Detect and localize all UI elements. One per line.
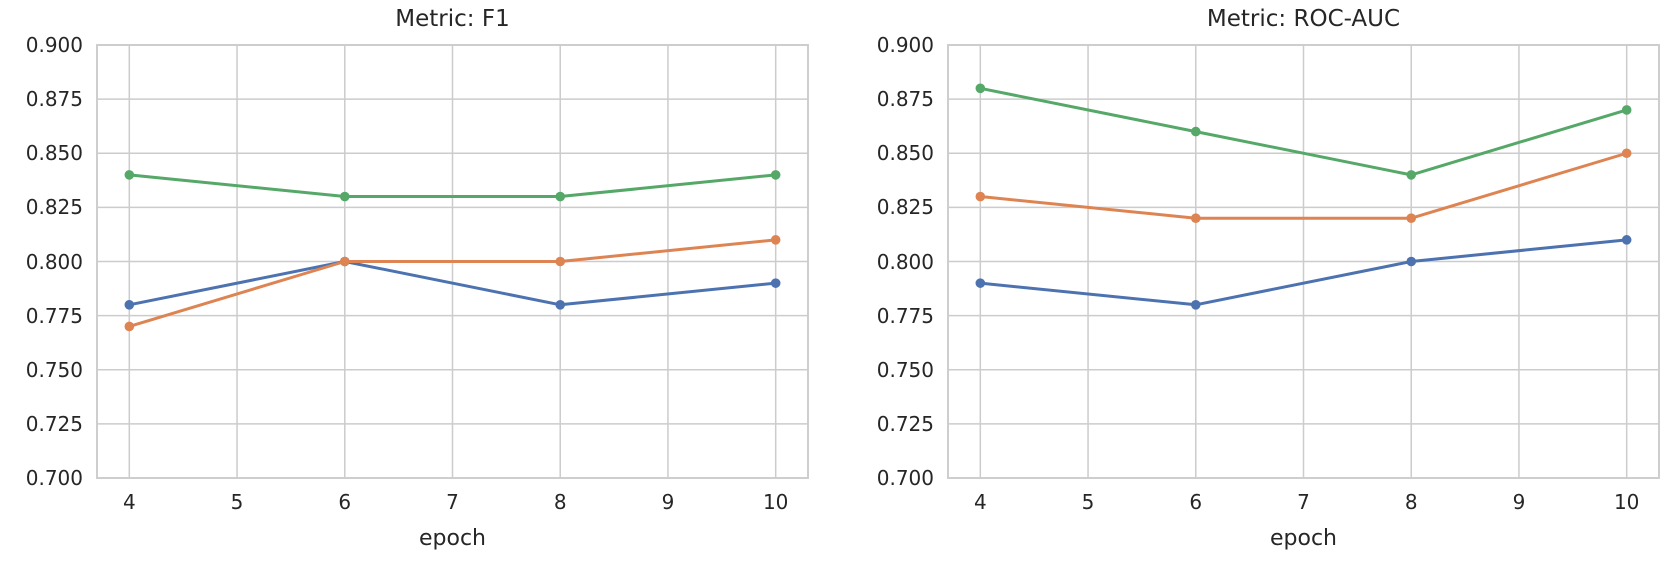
series-line [978, 151, 1629, 220]
y-tick-label: 0.800 [25, 249, 83, 274]
data-point-marker [1621, 235, 1632, 245]
chart-title-f1: Metric: F1 [395, 6, 510, 32]
subplot-f1: Metric: F1 epoch 0.700 0.725 0.750 0.775 0.8… [26, 6, 809, 551]
data-point-marker [975, 191, 986, 202]
data-point-marker [1190, 126, 1201, 137]
y-tick-label: 0.875 [25, 87, 83, 112]
chart-title-roc-auc: Metric: ROC-AUC [1206, 6, 1401, 32]
axes-box [96, 44, 809, 479]
y-tick-label: 0.875 [876, 87, 934, 112]
y-tick-label: 0.700 [876, 466, 934, 490]
data-point-marker [975, 278, 986, 288]
plot-area-roc-auc [947, 44, 1660, 479]
data-point-marker [555, 256, 566, 267]
data-point-marker [1190, 213, 1201, 223]
data-point-marker [1406, 256, 1417, 267]
data-point-marker [555, 300, 566, 310]
plot-area-f1 [96, 44, 809, 479]
subplot-roc-auc: Metric: ROC-AUC epoch 0.700 0.725 0.750 0.7… [877, 6, 1660, 551]
data-point-marker [975, 83, 986, 94]
data-point-marker [339, 191, 350, 202]
x-tick-label: 5 [1081, 490, 1095, 514]
y-tick-label: 0.750 [876, 357, 934, 382]
series-line [127, 260, 778, 307]
y-tick-label: 0.825 [876, 195, 934, 220]
data-point-marker [1406, 213, 1417, 223]
x-tick-label: 8 [553, 490, 567, 514]
x-tick-label: 10 [1613, 490, 1640, 514]
data-point-marker [1621, 105, 1632, 115]
data-point-marker [339, 256, 350, 267]
y-tick-label: 0.775 [25, 303, 83, 328]
axes-box [947, 44, 1660, 479]
y-tick-label: 0.900 [876, 33, 934, 57]
x-tick-label: 6 [338, 490, 352, 514]
x-tick-label: 5 [230, 490, 244, 514]
x-tick-label: 7 [1297, 490, 1310, 514]
series-line [127, 238, 778, 328]
x-tick-label: 8 [1404, 490, 1418, 514]
x-tick-label: 4 [122, 490, 136, 514]
data-point-marker [770, 235, 781, 245]
y-tick-label: 0.825 [25, 195, 83, 220]
data-point-marker [770, 170, 781, 180]
x-tick-label: 7 [446, 490, 459, 514]
data-point-marker [124, 300, 135, 310]
data-point-marker [124, 170, 135, 180]
y-tick-label: 0.725 [25, 411, 83, 436]
data-point-marker [1190, 300, 1201, 310]
data-point-marker [770, 278, 781, 288]
series-line [127, 173, 778, 199]
x-tick-label: 6 [1189, 490, 1203, 514]
y-tick-label: 0.725 [876, 411, 934, 436]
y-tick-label: 0.850 [25, 141, 83, 166]
data-point-marker [555, 191, 566, 202]
y-tick-label: 0.850 [876, 141, 934, 166]
x-tick-label: 9 [661, 490, 675, 514]
data-point-marker [124, 321, 135, 332]
data-point-marker [1406, 170, 1417, 180]
x-axis-label-f1: epoch [419, 526, 486, 551]
y-tick-label: 0.750 [25, 357, 83, 382]
x-axis-label-roc-auc: epoch [1270, 526, 1337, 551]
y-tick-label: 0.775 [876, 303, 934, 328]
x-tick-label: 10 [762, 490, 789, 514]
series-line [978, 86, 1629, 177]
y-tick-label: 0.800 [876, 249, 934, 274]
y-tick-label: 0.900 [25, 33, 83, 57]
y-tick-label: 0.700 [25, 466, 83, 490]
data-point-marker [1621, 148, 1632, 159]
series-line [978, 238, 1629, 307]
x-tick-label: 9 [1512, 490, 1526, 514]
x-tick-label: 4 [973, 490, 987, 514]
